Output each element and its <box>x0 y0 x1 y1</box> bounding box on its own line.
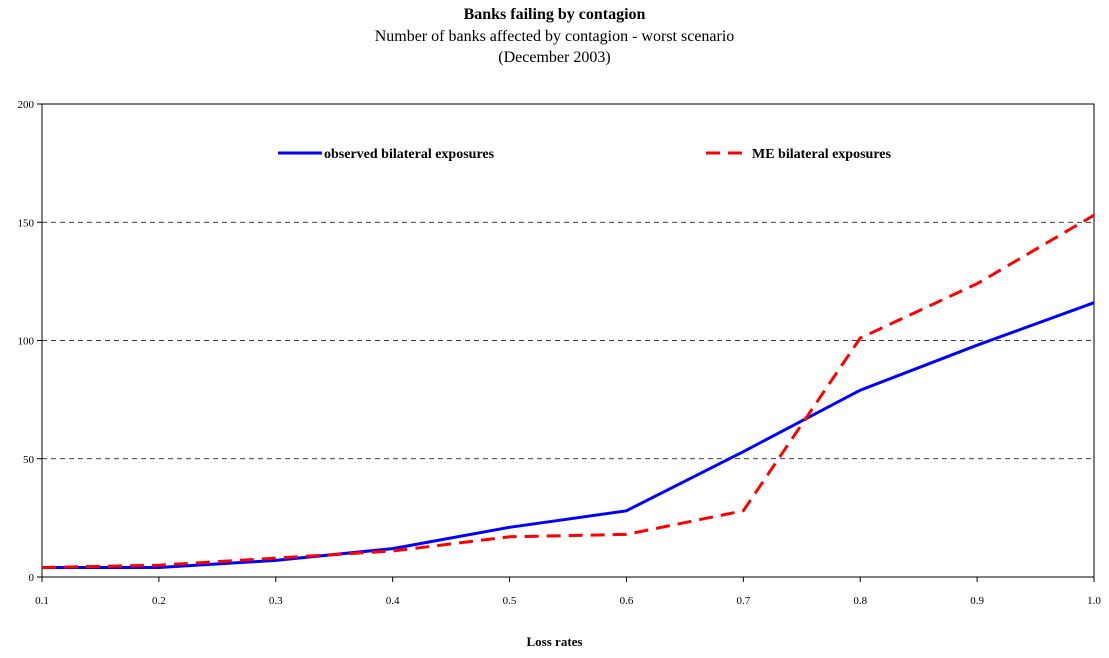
grid-lines <box>42 221 1094 460</box>
x-tick-label: 0.6 <box>620 595 634 607</box>
chart-titles: Banks failing by contagion Number of ban… <box>0 4 1109 68</box>
chart-subtitle: Number of banks affected by contagion - … <box>374 28 735 45</box>
x-tick-label: 0.2 <box>152 595 166 607</box>
x-tick-label: 0.3 <box>269 595 283 607</box>
x-tick-label: 1.0 <box>1087 595 1101 607</box>
x-tick-label: 0.5 <box>503 595 517 607</box>
x-tick-label: 0.8 <box>853 595 867 607</box>
y-tick-label: 0 <box>29 572 35 584</box>
y-tick-label: 150 <box>18 217 35 229</box>
series-lines <box>41 213 1095 569</box>
series-line-1 <box>41 213 1095 569</box>
y-tick-label: 100 <box>18 336 35 348</box>
legend-label-1: ME bilateral exposures <box>752 147 892 162</box>
x-tick-label: 0.1 <box>35 595 49 607</box>
axes: 0 50 100 150 200 0.1 0.2 0.3 0.4 0.5 0.6 0.7 0.8 0.9 1… <box>18 99 1102 607</box>
y-tick-label: 50 <box>23 454 35 466</box>
x-tick-label: 0.9 <box>970 595 984 607</box>
x-axis-label: Loss rates <box>526 634 583 649</box>
legend-label-0: observed bilateral exposures <box>324 147 495 162</box>
x-tick-label: 0.7 <box>736 595 750 607</box>
chart-subtitle-date: (December 2003) <box>498 49 611 66</box>
legend: observed bilateral exposures ME bilateral… <box>278 147 892 162</box>
chart-title: Banks failing by contagion <box>463 6 646 23</box>
x-tick-label: 0.4 <box>386 595 400 607</box>
y-tick-label: 200 <box>18 99 35 111</box>
series-line-0 <box>42 301 1095 569</box>
